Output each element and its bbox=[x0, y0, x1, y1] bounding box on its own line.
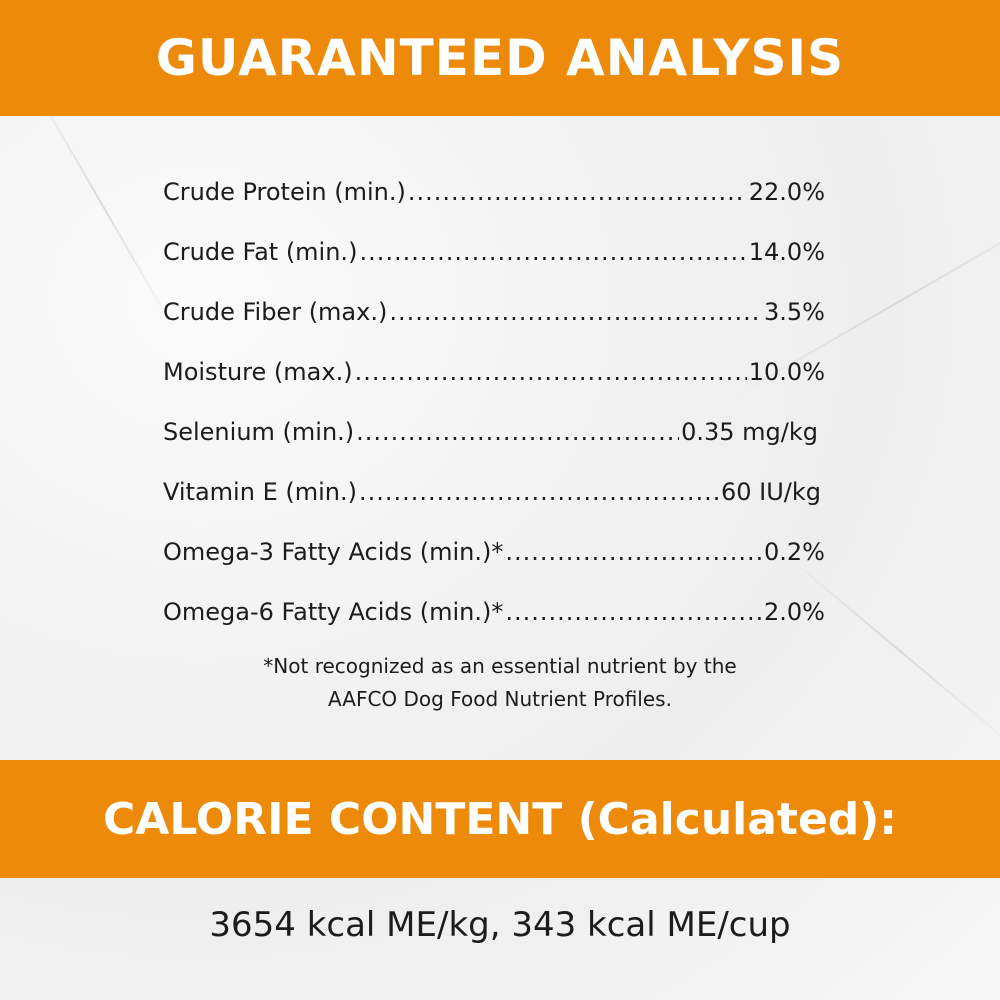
row-value: 10.0% bbox=[748, 358, 825, 386]
row-label: Crude Fat (min.) bbox=[163, 238, 358, 266]
analysis-row: Moisture (max.) 10.0% bbox=[163, 342, 825, 402]
analysis-row: Vitamin E (min.) 60 IU/kg bbox=[163, 462, 821, 522]
row-value: 14.0% bbox=[748, 238, 825, 266]
footnote-line: AAFCO Dog Food Nutrient Profiles. bbox=[328, 687, 672, 711]
analysis-row: Omega-3 Fatty Acids (min.)* 0.2% bbox=[163, 522, 825, 582]
footnote: *Not recognized as an essential nutrient… bbox=[0, 650, 1000, 716]
row-value: 22.0% bbox=[748, 178, 825, 206]
row-label: Crude Fiber (max.) bbox=[163, 298, 388, 326]
row-label: Crude Protein (min.) bbox=[163, 178, 406, 206]
row-value: 0.2% bbox=[764, 538, 825, 566]
dot-leader bbox=[408, 162, 747, 222]
guaranteed-analysis-header: GUARANTEED ANALYSIS bbox=[0, 0, 1000, 116]
dot-leader bbox=[359, 462, 719, 522]
row-value: 3.5% bbox=[764, 298, 825, 326]
header-title: GUARANTEED ANALYSIS bbox=[155, 29, 845, 87]
analysis-list: Crude Protein (min.) 22.0% Crude Fat (min… bbox=[163, 162, 825, 642]
dot-leader bbox=[389, 282, 762, 342]
analysis-row: Selenium (min.) 0.35 mg/kg bbox=[163, 402, 818, 462]
footnote-line: *Not recognized as an essential nutrient… bbox=[263, 654, 737, 678]
dot-leader bbox=[356, 402, 679, 462]
dot-leader bbox=[505, 582, 762, 642]
calorie-content-header: CALORIE CONTENT (Calculated): bbox=[0, 760, 1000, 878]
dot-leader bbox=[355, 342, 747, 402]
calorie-title: CALORIE CONTENT (Calculated): bbox=[102, 793, 898, 845]
row-label: Moisture (max.) bbox=[163, 358, 353, 386]
analysis-row: Crude Fat (min.) 14.0% bbox=[163, 222, 825, 282]
row-label: Selenium (min.) bbox=[163, 418, 355, 446]
row-label: Omega-3 Fatty Acids (min.)* bbox=[163, 538, 504, 566]
dot-leader bbox=[505, 522, 762, 582]
analysis-row: Crude Fiber (max.) 3.5% bbox=[163, 282, 825, 342]
analysis-row: Crude Protein (min.) 22.0% bbox=[163, 162, 825, 222]
analysis-row: Omega-6 Fatty Acids (min.)* 2.0% bbox=[163, 582, 825, 642]
calorie-value: 3654 kcal ME/kg, 343 kcal ME/cup bbox=[209, 905, 791, 945]
row-label: Vitamin E (min.) bbox=[163, 478, 357, 506]
dot-leader bbox=[359, 222, 746, 282]
row-value: 60 IU/kg bbox=[720, 478, 821, 506]
row-label: Omega-6 Fatty Acids (min.)* bbox=[163, 598, 504, 626]
row-value: 0.35 mg/kg bbox=[681, 418, 818, 446]
row-value: 2.0% bbox=[764, 598, 825, 626]
